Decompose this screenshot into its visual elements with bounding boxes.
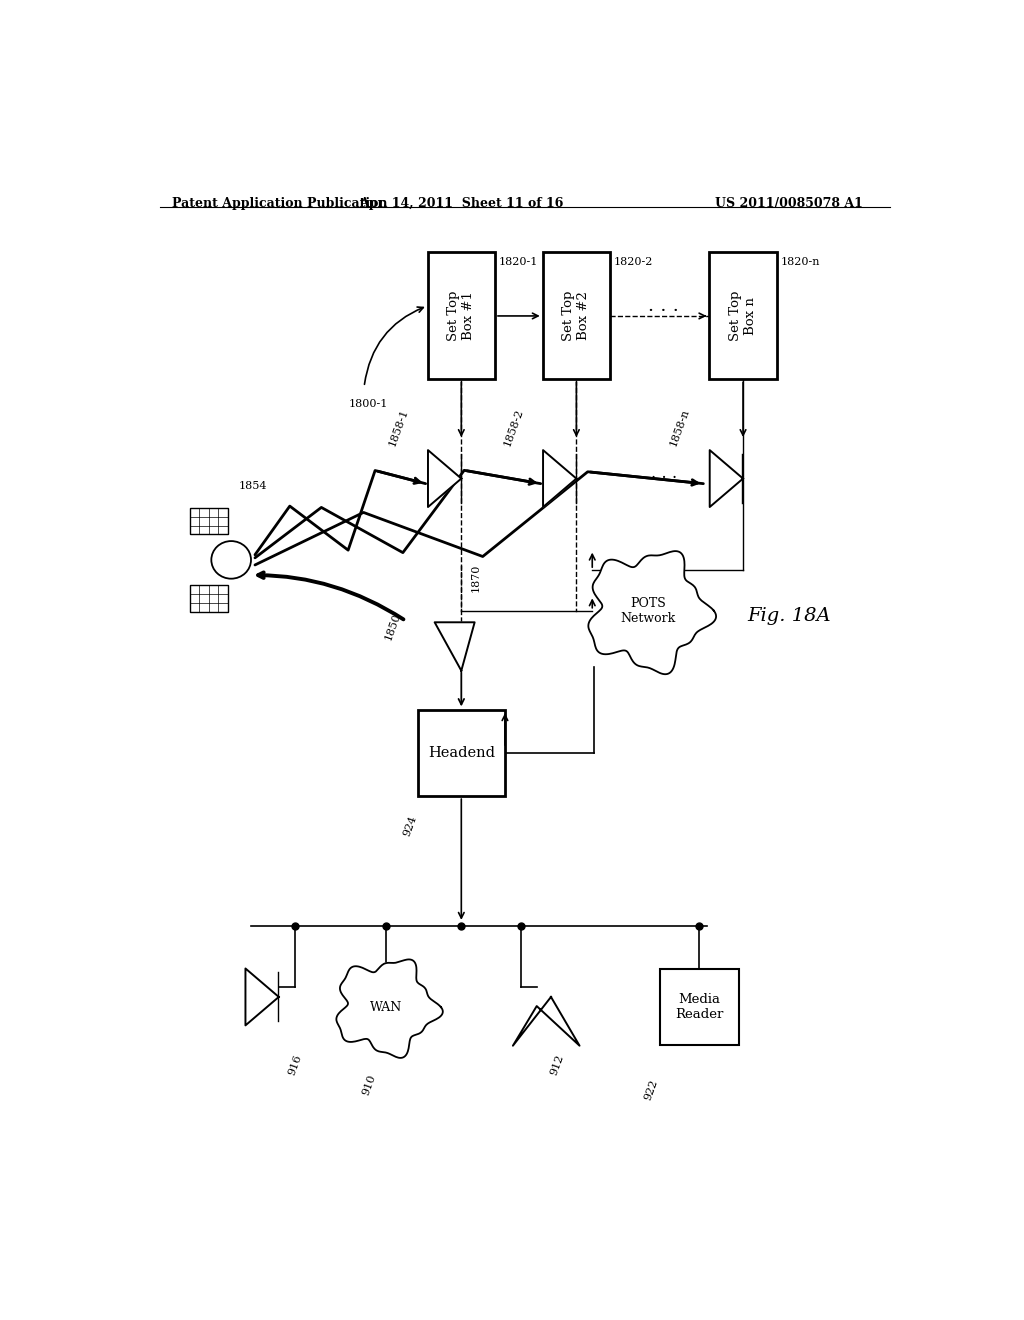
Polygon shape <box>246 969 279 1026</box>
Bar <box>189 585 228 611</box>
Text: Headend: Headend <box>428 746 495 760</box>
Text: Set Top
Box n: Set Top Box n <box>729 290 757 341</box>
Text: 916: 916 <box>287 1053 303 1076</box>
Text: Set Top
Box #1: Set Top Box #1 <box>447 290 475 341</box>
Polygon shape <box>428 450 461 507</box>
Polygon shape <box>513 997 580 1045</box>
Text: · · ·: · · · <box>650 470 677 487</box>
Text: Set Top
Box #2: Set Top Box #2 <box>562 290 591 341</box>
Text: 1820-1: 1820-1 <box>499 257 539 268</box>
Text: 922: 922 <box>642 1078 659 1102</box>
Text: 1858-1: 1858-1 <box>387 408 410 447</box>
Text: 910: 910 <box>360 1073 377 1097</box>
FancyBboxPatch shape <box>428 252 495 379</box>
Bar <box>189 508 228 535</box>
Text: 1858-n: 1858-n <box>669 408 691 447</box>
Polygon shape <box>710 450 743 507</box>
Text: Media
Reader: Media Reader <box>675 993 724 1022</box>
Text: Patent Application Publication: Patent Application Publication <box>172 197 387 210</box>
Polygon shape <box>336 960 442 1057</box>
Polygon shape <box>434 622 475 671</box>
Text: POTS
Network: POTS Network <box>621 597 676 624</box>
Text: 1820-2: 1820-2 <box>614 257 653 268</box>
FancyBboxPatch shape <box>418 710 505 796</box>
FancyBboxPatch shape <box>710 252 777 379</box>
Text: 912: 912 <box>549 1053 565 1076</box>
FancyBboxPatch shape <box>659 969 739 1045</box>
Text: · · ·: · · · <box>648 302 679 319</box>
Text: 924: 924 <box>401 814 419 837</box>
Text: WAN: WAN <box>370 1001 402 1014</box>
Polygon shape <box>589 552 716 675</box>
Ellipse shape <box>211 541 251 578</box>
Text: Apr. 14, 2011  Sheet 11 of 16: Apr. 14, 2011 Sheet 11 of 16 <box>359 197 563 210</box>
Text: US 2011/0085078 A1: US 2011/0085078 A1 <box>715 197 863 210</box>
Text: 1870: 1870 <box>471 564 481 593</box>
Text: 1800-1: 1800-1 <box>348 400 388 409</box>
Text: 1858-2: 1858-2 <box>502 408 524 447</box>
Text: 1820-n: 1820-n <box>780 257 820 268</box>
Text: Fig. 18A: Fig. 18A <box>748 607 830 624</box>
Text: 1854: 1854 <box>240 480 267 491</box>
Text: 1850: 1850 <box>383 611 401 642</box>
FancyBboxPatch shape <box>543 252 610 379</box>
Polygon shape <box>543 450 577 507</box>
